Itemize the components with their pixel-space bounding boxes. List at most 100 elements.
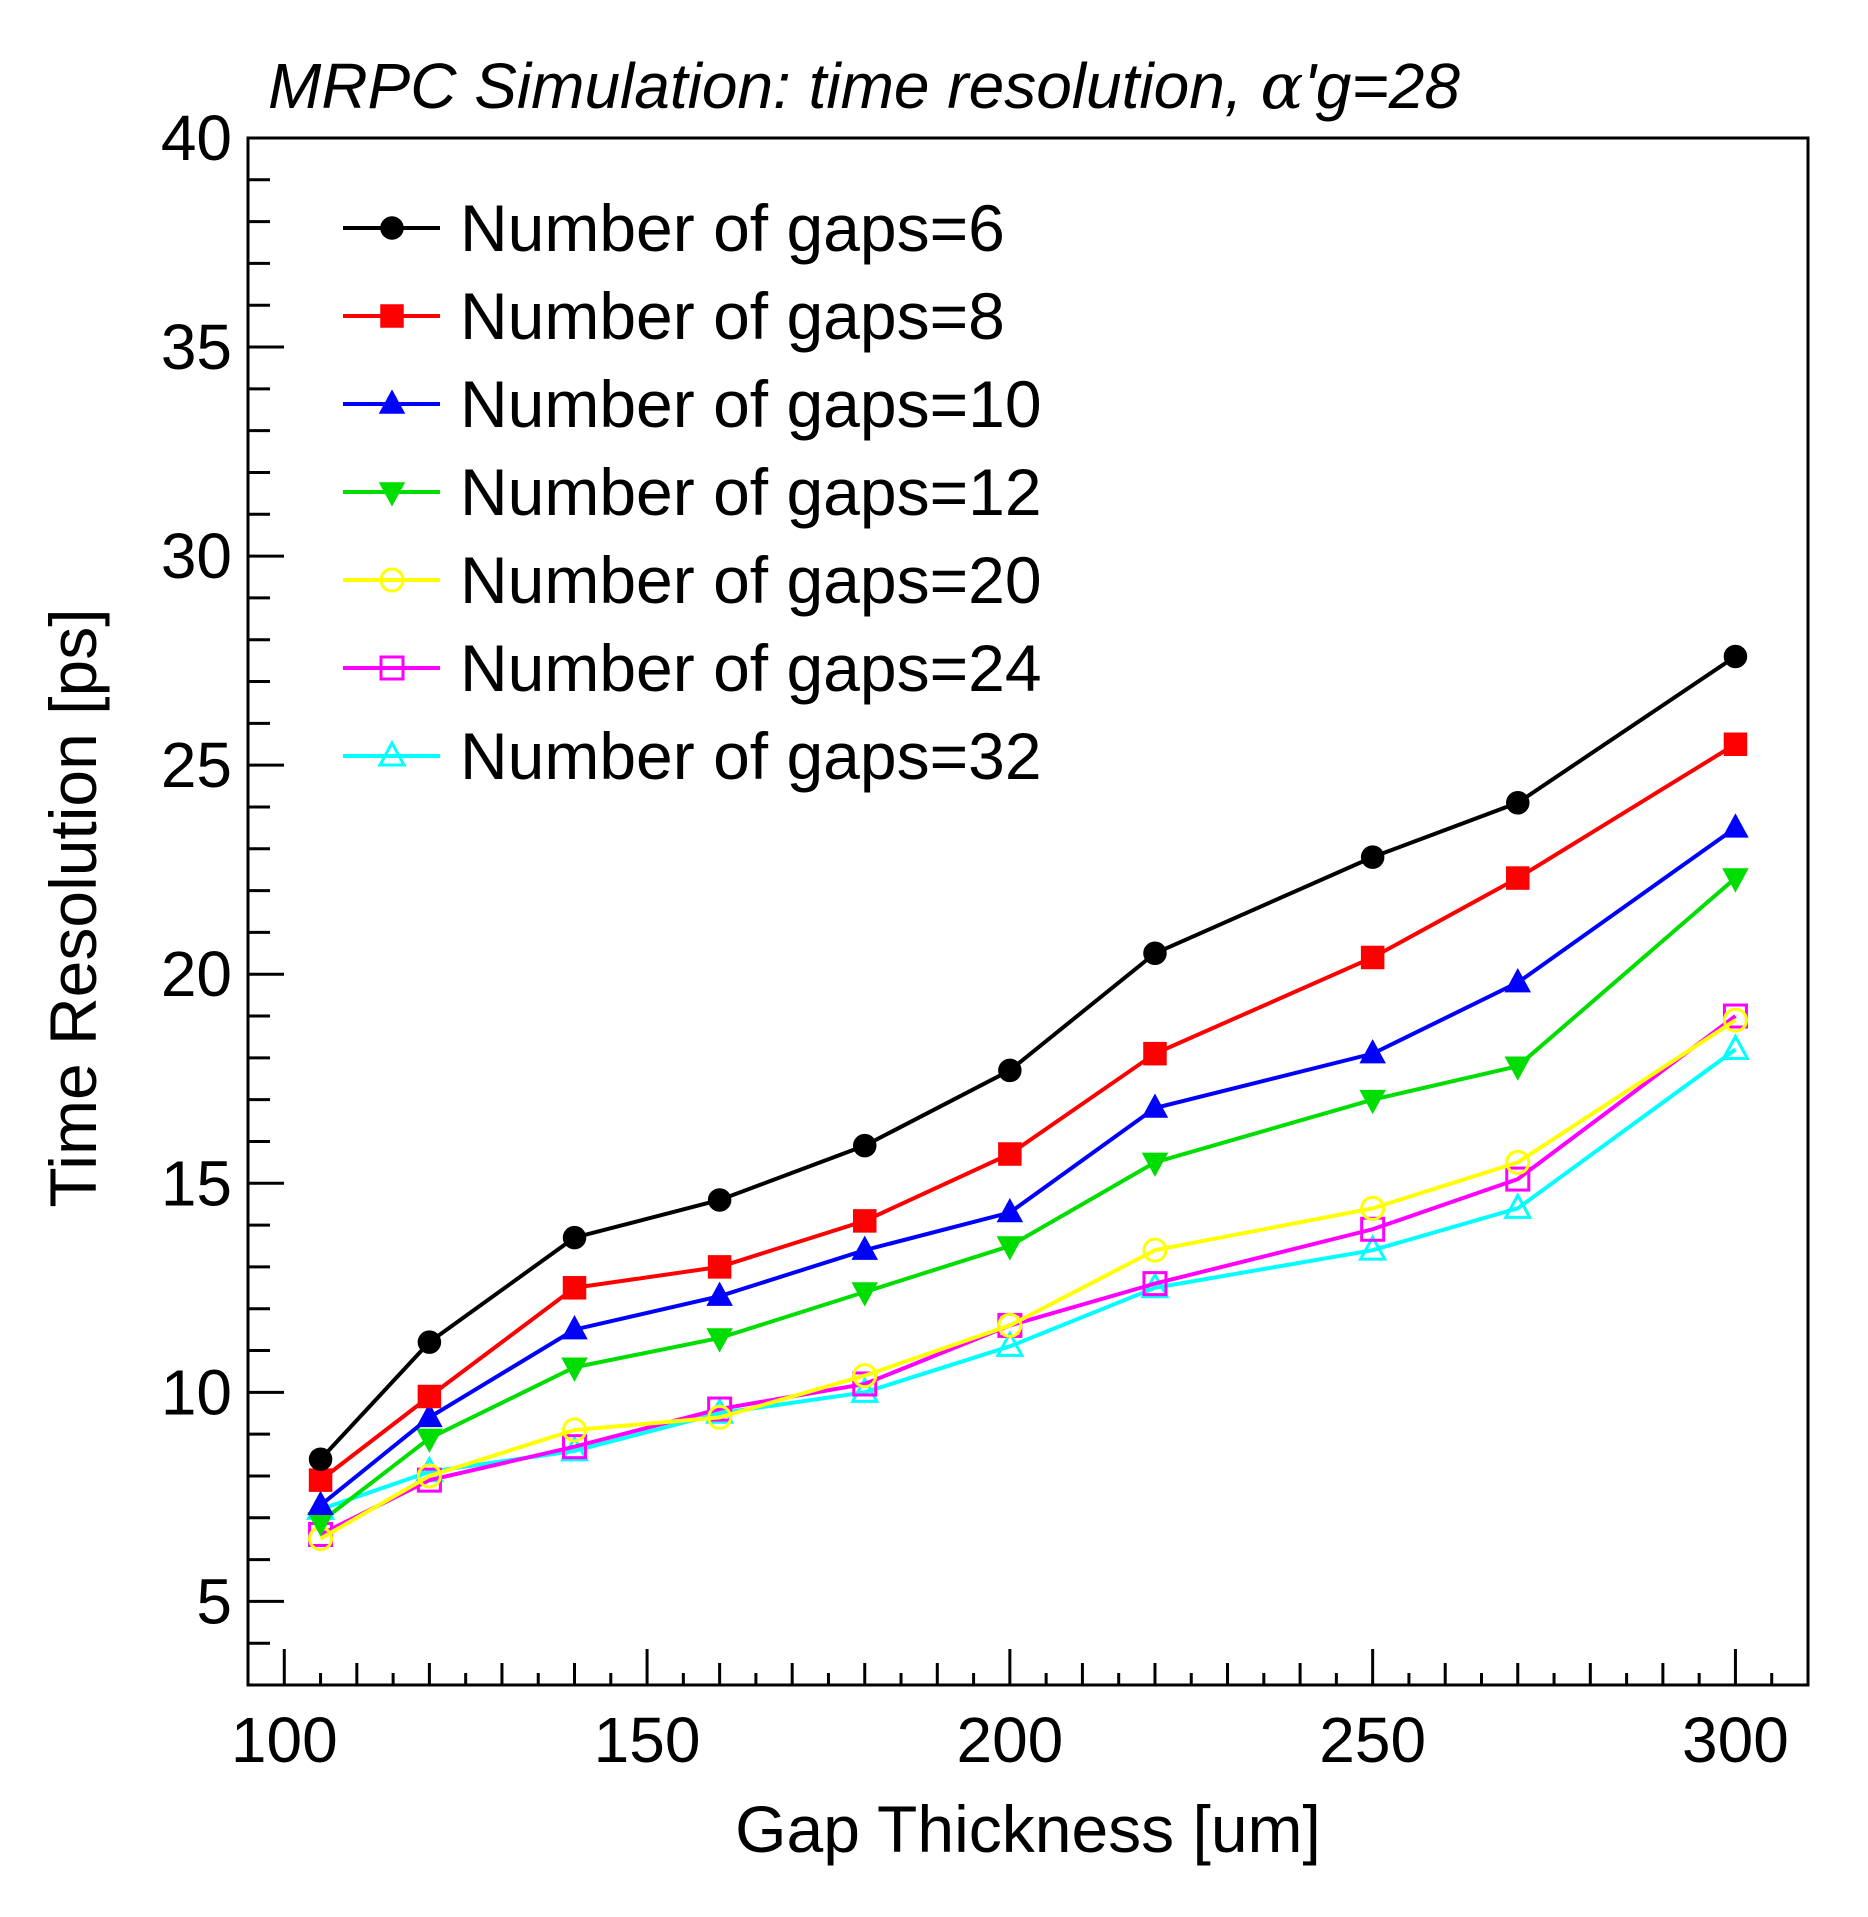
y-tick-label: 40 bbox=[161, 102, 232, 174]
data-point bbox=[851, 1282, 879, 1307]
data-point bbox=[1504, 968, 1532, 993]
data-point bbox=[1358, 1234, 1388, 1261]
x-tick-label: 250 bbox=[1319, 1704, 1426, 1776]
series-line bbox=[319, 1018, 1737, 1541]
data-point bbox=[1504, 1056, 1532, 1081]
x-axis-label: Gap Thickness [um] bbox=[735, 1792, 1321, 1866]
legend-entry: Number of gaps=32 bbox=[343, 719, 1042, 793]
data-point bbox=[1722, 1007, 1748, 1033]
data-point bbox=[1360, 845, 1385, 869]
x-axis-ticks: 100 150 200 250 300 bbox=[231, 1649, 1810, 1776]
data-point bbox=[417, 1384, 442, 1409]
data-point bbox=[706, 1328, 733, 1353]
data-point bbox=[1505, 1149, 1531, 1175]
data-point bbox=[1142, 1271, 1168, 1297]
series-number-of-gaps-20 bbox=[308, 1007, 1748, 1552]
data-point bbox=[561, 1315, 588, 1340]
data-point bbox=[852, 1371, 878, 1397]
data-point bbox=[308, 1447, 333, 1471]
data-point bbox=[416, 1428, 443, 1453]
data-point bbox=[307, 1490, 334, 1515]
data-point bbox=[707, 1404, 733, 1430]
x-tick-label: 200 bbox=[956, 1704, 1063, 1776]
data-point bbox=[562, 1434, 588, 1460]
legend-entry: Number of gaps=20 bbox=[343, 543, 1042, 617]
y-axis-label: Time Resolution [ps] bbox=[36, 608, 110, 1207]
series-number-of-gaps-8 bbox=[308, 732, 1748, 1492]
x-tick-label: 150 bbox=[594, 1704, 701, 1776]
data-point bbox=[416, 1463, 442, 1489]
legend-marker bbox=[378, 389, 406, 414]
series-line bbox=[319, 742, 1737, 1482]
chart-title-prefix: MRPC Simulation: time resolution, bbox=[268, 50, 1260, 122]
legend-entry: Number of gaps=6 bbox=[343, 191, 1005, 265]
data-point bbox=[852, 1133, 877, 1158]
plot-frame bbox=[246, 136, 1810, 1687]
data-point bbox=[1359, 1089, 1386, 1115]
y-tick-label: 15 bbox=[161, 1147, 232, 1219]
y-tick-label: 25 bbox=[161, 729, 232, 801]
series-number-of-gaps-12 bbox=[307, 868, 1749, 1537]
data-point bbox=[852, 1363, 878, 1389]
data-point bbox=[997, 1312, 1023, 1338]
y-tick-label: 10 bbox=[161, 1356, 232, 1428]
data-point bbox=[707, 1188, 732, 1212]
y-tick-label: 30 bbox=[161, 520, 232, 592]
data-point bbox=[998, 1058, 1022, 1083]
data-point bbox=[850, 1376, 880, 1403]
series-layer bbox=[306, 644, 1750, 1552]
data-point bbox=[1722, 868, 1749, 893]
data-point bbox=[707, 1255, 732, 1279]
legend-label: Number of gaps=8 bbox=[460, 279, 1005, 353]
data-point bbox=[1143, 1041, 1167, 1066]
data-point bbox=[562, 1417, 588, 1443]
legend-label: Number of gaps=10 bbox=[460, 367, 1042, 441]
data-point bbox=[1720, 1033, 1750, 1060]
data-point bbox=[1142, 1237, 1168, 1263]
chart-title-symbol: α bbox=[1260, 50, 1303, 124]
data-point bbox=[1506, 791, 1530, 815]
legend-marker bbox=[379, 567, 405, 593]
x-tick-label: 100 bbox=[231, 1704, 338, 1776]
series-line bbox=[319, 1014, 1737, 1537]
data-point bbox=[1723, 732, 1748, 757]
y-axis-ticks: 5 10 15 20 25 30 35 40 bbox=[161, 102, 284, 1687]
data-point bbox=[562, 1225, 587, 1250]
data-point bbox=[1141, 1152, 1169, 1177]
chart-title-suffix: 'g=28 bbox=[1304, 50, 1461, 122]
legend-marker bbox=[377, 739, 407, 767]
legend-marker bbox=[380, 216, 404, 240]
data-point bbox=[996, 1236, 1024, 1261]
data-point bbox=[1505, 1166, 1531, 1192]
x-tick-label: 300 bbox=[1682, 1704, 1789, 1776]
data-point bbox=[1141, 1093, 1169, 1118]
legend-entry: Number of gaps=12 bbox=[343, 455, 1042, 529]
legend-label: Number of gaps=12 bbox=[460, 455, 1042, 529]
legend-label: Number of gaps=6 bbox=[460, 191, 1005, 265]
legend-marker bbox=[378, 482, 406, 507]
data-point bbox=[1722, 813, 1749, 838]
data-point bbox=[998, 1142, 1022, 1166]
series-number-of-gaps-6 bbox=[308, 644, 1748, 1471]
data-point bbox=[1506, 866, 1530, 890]
data-point bbox=[308, 1468, 333, 1492]
data-point bbox=[1143, 941, 1167, 966]
series-line bbox=[319, 654, 1737, 1461]
data-point bbox=[852, 1209, 877, 1233]
series-number-of-gaps-10 bbox=[307, 813, 1749, 1515]
data-point bbox=[995, 1330, 1025, 1357]
data-point bbox=[1359, 1039, 1386, 1064]
data-point bbox=[707, 1396, 733, 1422]
legend-entry: Number of gaps=10 bbox=[343, 367, 1042, 441]
legend-entry: Number of gaps=24 bbox=[343, 631, 1042, 705]
legend-label: Number of gaps=24 bbox=[460, 631, 1042, 705]
data-point bbox=[1723, 644, 1748, 669]
legend-marker bbox=[380, 304, 404, 328]
data-point bbox=[851, 1235, 879, 1260]
data-point bbox=[416, 1402, 443, 1428]
y-tick-label: 20 bbox=[161, 938, 232, 1010]
chart-title: MRPC Simulation: time resolution, α'g=28 bbox=[268, 50, 1460, 124]
legend: Number of gaps=6 Number of gaps=8 Number o… bbox=[343, 191, 1042, 793]
data-point bbox=[562, 1276, 587, 1300]
